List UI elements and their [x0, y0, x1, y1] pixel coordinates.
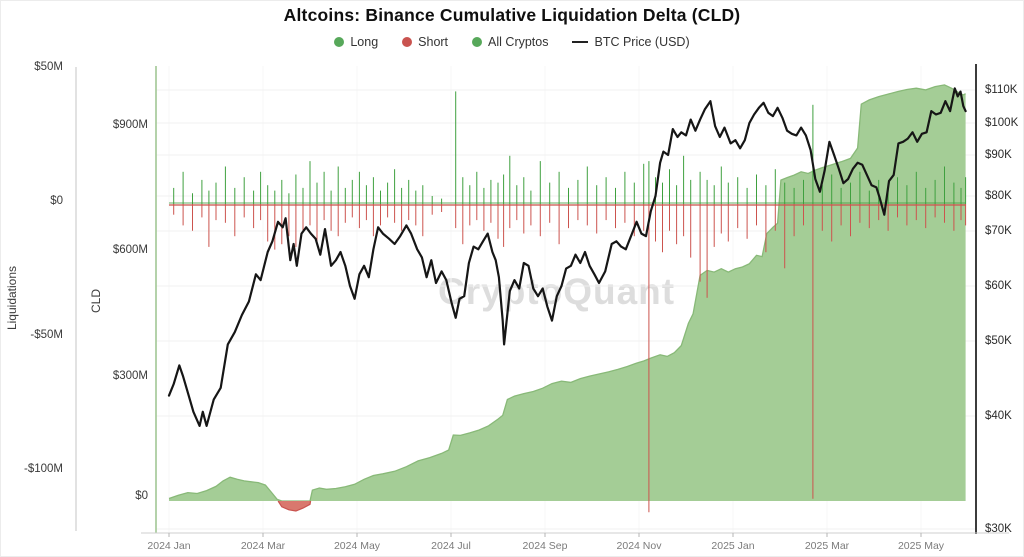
- legend-item-btc-price-usd-[interactable]: BTC Price (USD): [572, 35, 690, 49]
- btc-tick-label: $50K: [985, 335, 1012, 347]
- x-tick-label: 2024 Nov: [616, 540, 662, 552]
- cld-tick-label: $0: [135, 490, 148, 502]
- cld-tick-label: $900M: [112, 119, 148, 131]
- x-tick-label: 2025 May: [897, 540, 945, 552]
- btc-tick-label: $60K: [985, 280, 1012, 292]
- legend-dot-icon: [402, 37, 413, 47]
- liquidations-tick-label: -$100M: [24, 463, 63, 475]
- x-tick-label: 2025 Mar: [804, 540, 850, 552]
- legend-label: Short: [418, 35, 449, 49]
- btc-tick-label: $40K: [985, 410, 1012, 422]
- x-tick-label: 2024 Sep: [522, 540, 568, 552]
- legend-label: BTC Price (USD): [594, 35, 690, 49]
- legend: Long Short All Cryptos BTC Price (USD): [1, 35, 1023, 49]
- liquidations-tick-label: -$50M: [30, 329, 63, 341]
- chart-title: Altcoins: Binance Cumulative Liquidation…: [283, 5, 741, 25]
- all-cryptos-area: [169, 84, 966, 502]
- x-tick-label: 2024 May: [333, 540, 381, 552]
- legend-item-short[interactable]: Short: [402, 35, 448, 49]
- btc-tick-label: $80K: [985, 190, 1012, 202]
- legend-dot-icon: [334, 37, 345, 47]
- legend-label: All Cryptos: [488, 35, 549, 49]
- cld-tick-label: $600M: [112, 244, 148, 256]
- btc-tick-label: $100K: [985, 117, 1019, 129]
- x-tick-label: 2024 Jul: [431, 540, 471, 552]
- btc-tick-label: $110K: [985, 84, 1018, 96]
- x-tick-label: 2024 Mar: [240, 540, 286, 552]
- legend-label: Long: [350, 35, 379, 49]
- btc-tick-label: $30K: [985, 523, 1012, 535]
- legend-dot-icon: [472, 37, 483, 47]
- liquidations-tick-label: $0: [50, 195, 63, 207]
- btc-tick-label: $70K: [985, 225, 1012, 237]
- legend-item-long[interactable]: Long: [334, 35, 378, 49]
- x-tick-label: 2025 Jan: [711, 540, 755, 552]
- x-tick-label: 2024 Jan: [147, 540, 191, 552]
- btc-tick-label: $90K: [985, 149, 1012, 161]
- liquidations-tick-label: $50M: [34, 61, 63, 73]
- cld-tick-label: $300M: [112, 370, 148, 382]
- btc-price-line: [167, 87, 967, 427]
- legend-line-icon: [572, 41, 589, 43]
- legend-item-all-cryptos[interactable]: All Cryptos: [472, 35, 548, 49]
